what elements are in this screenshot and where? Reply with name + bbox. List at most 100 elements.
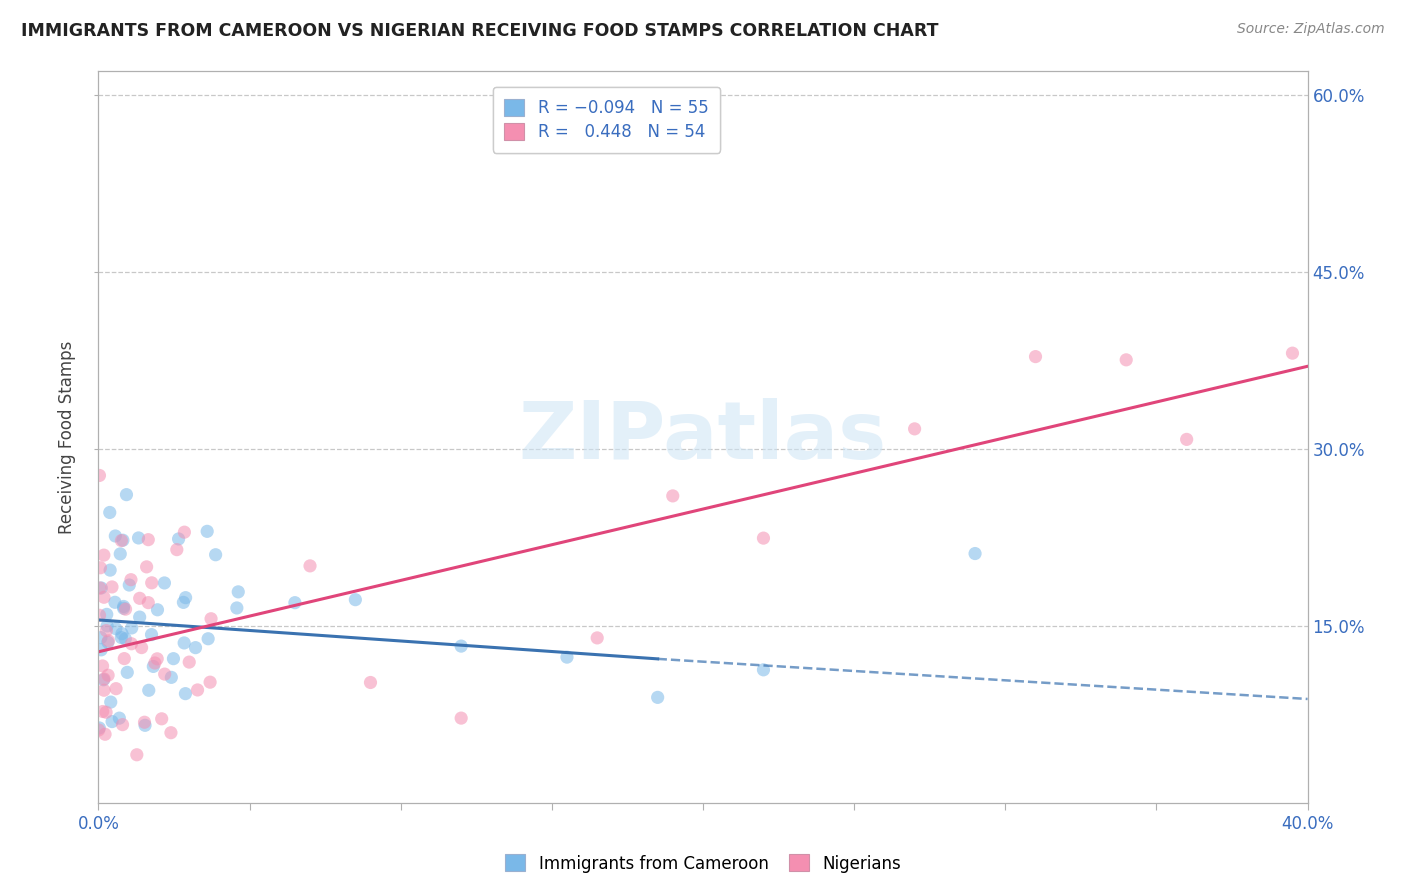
Point <box>101 714 124 729</box>
Point <box>197 632 219 646</box>
Point <box>112 599 135 614</box>
Point <box>96 607 118 622</box>
Point <box>1281 346 1303 360</box>
Point <box>93 683 115 698</box>
Point <box>174 591 197 605</box>
Point <box>134 718 156 732</box>
Point <box>110 547 132 561</box>
Point <box>160 670 183 684</box>
Point <box>93 673 115 687</box>
Point <box>96 619 118 633</box>
Point <box>162 651 184 665</box>
Point <box>647 690 669 705</box>
Point <box>904 422 927 436</box>
Point <box>226 585 249 599</box>
Point <box>89 721 111 735</box>
Point <box>204 548 226 562</box>
Legend: Immigrants from Cameroon, Nigerians: Immigrants from Cameroon, Nigerians <box>499 847 907 880</box>
Point <box>94 727 117 741</box>
Point <box>146 652 169 666</box>
Point <box>141 627 163 641</box>
Point <box>128 531 150 545</box>
Point <box>141 575 163 590</box>
Point <box>93 672 115 686</box>
Point <box>136 596 159 610</box>
Point <box>586 631 609 645</box>
Point <box>752 663 775 677</box>
Point <box>128 610 150 624</box>
Point <box>187 682 209 697</box>
Point <box>166 542 188 557</box>
Point <box>108 711 131 725</box>
Point <box>184 640 207 655</box>
Point <box>174 687 197 701</box>
Point <box>173 636 195 650</box>
Point <box>94 705 117 719</box>
Point <box>97 633 120 648</box>
Point <box>344 592 367 607</box>
Point <box>97 668 120 682</box>
Point <box>111 717 134 731</box>
Point <box>98 506 121 520</box>
Point <box>131 640 153 655</box>
Text: ZIPatlas: ZIPatlas <box>519 398 887 476</box>
Point <box>752 531 775 545</box>
Point <box>142 659 165 673</box>
Point <box>1024 350 1046 364</box>
Point <box>104 595 127 609</box>
Point <box>104 529 127 543</box>
Point <box>1115 352 1137 367</box>
Point <box>125 747 148 762</box>
Point <box>89 581 111 595</box>
Point <box>89 468 111 483</box>
Point <box>136 533 159 547</box>
Point <box>120 573 142 587</box>
Point <box>87 723 110 737</box>
Point <box>110 631 132 645</box>
Point <box>146 603 169 617</box>
Point <box>117 665 139 680</box>
Point <box>661 489 683 503</box>
Point <box>111 533 134 548</box>
Point <box>160 725 183 739</box>
Point <box>225 601 247 615</box>
Point <box>167 532 190 546</box>
Point <box>299 558 322 573</box>
Point <box>153 667 176 681</box>
Point <box>115 488 138 502</box>
Point <box>965 547 987 561</box>
Point <box>100 695 122 709</box>
Point <box>114 602 136 616</box>
Point <box>90 631 112 645</box>
Point <box>173 525 195 540</box>
Point <box>105 681 128 696</box>
Point <box>110 533 132 548</box>
Point <box>91 659 114 673</box>
Point <box>112 651 135 665</box>
Point <box>138 683 160 698</box>
Point <box>172 595 194 609</box>
Point <box>90 643 112 657</box>
Point <box>89 608 111 623</box>
Point <box>97 635 120 649</box>
Point <box>114 632 136 646</box>
Text: IMMIGRANTS FROM CAMEROON VS NIGERIAN RECEIVING FOOD STAMPS CORRELATION CHART: IMMIGRANTS FROM CAMEROON VS NIGERIAN REC… <box>21 22 939 40</box>
Point <box>128 591 150 606</box>
Point <box>112 601 135 615</box>
Point <box>121 621 143 635</box>
Point <box>1175 433 1198 447</box>
Point <box>93 591 115 605</box>
Point <box>450 639 472 653</box>
Point <box>96 624 118 638</box>
Legend: R = −0.094   N = 55, R =   0.448   N = 54: R = −0.094 N = 55, R = 0.448 N = 54 <box>492 87 720 153</box>
Point <box>121 637 143 651</box>
Point <box>98 563 121 577</box>
Point <box>135 559 157 574</box>
Point <box>284 596 307 610</box>
Point <box>200 612 222 626</box>
Point <box>90 581 112 595</box>
Y-axis label: Receiving Food Stamps: Receiving Food Stamps <box>58 341 76 533</box>
Point <box>118 578 141 592</box>
Point <box>143 656 166 670</box>
Point <box>134 715 156 730</box>
